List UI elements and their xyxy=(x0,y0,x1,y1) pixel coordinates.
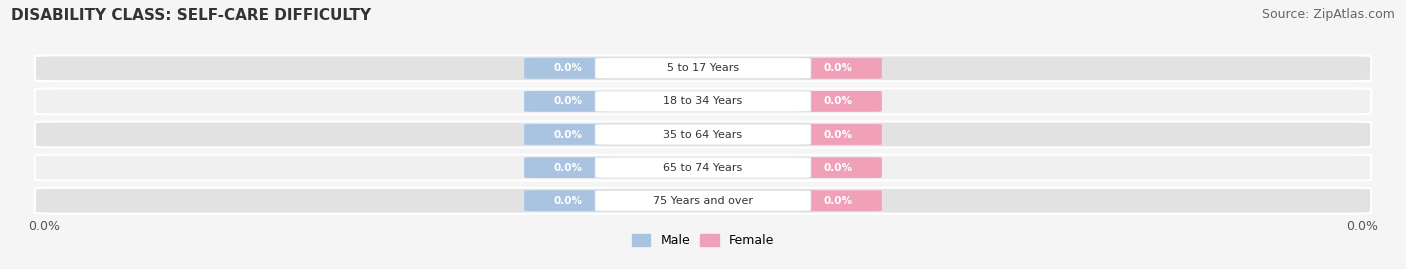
Text: 5 to 17 Years: 5 to 17 Years xyxy=(666,63,740,73)
Text: 0.0%: 0.0% xyxy=(554,162,582,173)
Text: 0.0%: 0.0% xyxy=(824,129,852,140)
FancyBboxPatch shape xyxy=(794,157,882,178)
FancyBboxPatch shape xyxy=(524,124,612,145)
Text: DISABILITY CLASS: SELF-CARE DIFFICULTY: DISABILITY CLASS: SELF-CARE DIFFICULTY xyxy=(11,8,371,23)
FancyBboxPatch shape xyxy=(524,190,612,211)
Text: 0.0%: 0.0% xyxy=(554,196,582,206)
Text: 35 to 64 Years: 35 to 64 Years xyxy=(664,129,742,140)
FancyBboxPatch shape xyxy=(595,190,811,211)
FancyBboxPatch shape xyxy=(35,188,1371,214)
FancyBboxPatch shape xyxy=(35,155,1371,180)
Text: 0.0%: 0.0% xyxy=(554,129,582,140)
Text: 75 Years and over: 75 Years and over xyxy=(652,196,754,206)
FancyBboxPatch shape xyxy=(524,157,612,178)
Text: 0.0%: 0.0% xyxy=(1346,220,1378,233)
FancyBboxPatch shape xyxy=(35,55,1371,81)
FancyBboxPatch shape xyxy=(595,124,811,145)
FancyBboxPatch shape xyxy=(794,91,882,112)
Text: 0.0%: 0.0% xyxy=(824,196,852,206)
FancyBboxPatch shape xyxy=(794,58,882,79)
FancyBboxPatch shape xyxy=(35,122,1371,147)
FancyBboxPatch shape xyxy=(524,91,612,112)
Text: 0.0%: 0.0% xyxy=(824,96,852,107)
FancyBboxPatch shape xyxy=(595,91,811,112)
Text: 18 to 34 Years: 18 to 34 Years xyxy=(664,96,742,107)
FancyBboxPatch shape xyxy=(524,58,612,79)
FancyBboxPatch shape xyxy=(35,89,1371,114)
FancyBboxPatch shape xyxy=(794,124,882,145)
Text: 0.0%: 0.0% xyxy=(824,162,852,173)
Text: 0.0%: 0.0% xyxy=(824,63,852,73)
FancyBboxPatch shape xyxy=(794,190,882,211)
Text: 0.0%: 0.0% xyxy=(554,63,582,73)
FancyBboxPatch shape xyxy=(595,157,811,178)
Text: 0.0%: 0.0% xyxy=(554,96,582,107)
Text: Source: ZipAtlas.com: Source: ZipAtlas.com xyxy=(1261,8,1395,21)
Text: 0.0%: 0.0% xyxy=(28,220,60,233)
FancyBboxPatch shape xyxy=(595,58,811,79)
Legend: Male, Female: Male, Female xyxy=(627,229,779,252)
Text: 65 to 74 Years: 65 to 74 Years xyxy=(664,162,742,173)
